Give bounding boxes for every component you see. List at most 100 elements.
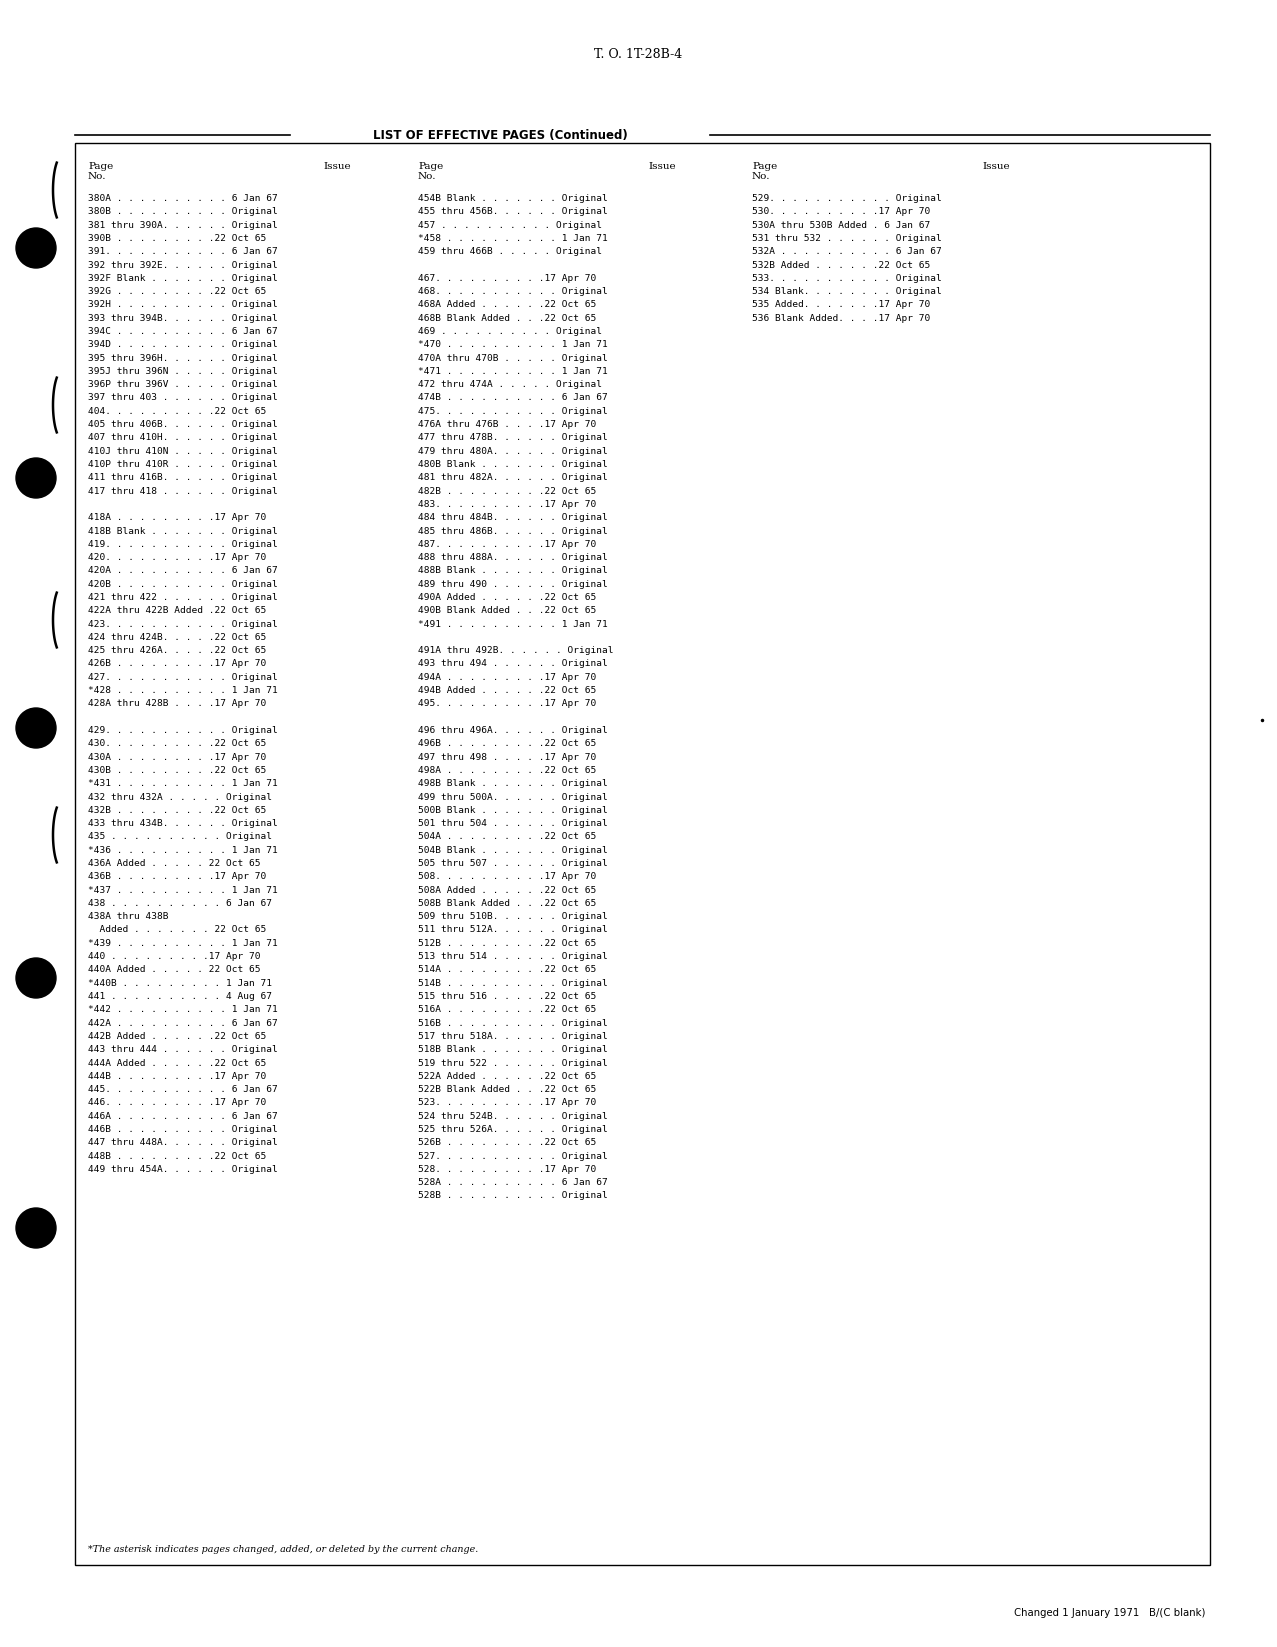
- Text: 535 Added. . . . . . .17 Apr 70: 535 Added. . . . . . .17 Apr 70: [752, 300, 930, 310]
- Text: 421 thru 422 . . . . . . Original: 421 thru 422 . . . . . . Original: [88, 593, 278, 603]
- Text: 418A . . . . . . . . .17 Apr 70: 418A . . . . . . . . .17 Apr 70: [88, 514, 266, 522]
- Text: 488B Blank . . . . . . . Original: 488B Blank . . . . . . . Original: [418, 567, 608, 575]
- Text: 494A . . . . . . . . .17 Apr 70: 494A . . . . . . . . .17 Apr 70: [418, 674, 596, 682]
- Text: 424 thru 424B. . . . .22 Oct 65: 424 thru 424B. . . . .22 Oct 65: [88, 632, 266, 642]
- Text: 498A . . . . . . . . .22 Oct 65: 498A . . . . . . . . .22 Oct 65: [418, 766, 596, 774]
- Text: 392 thru 392E. . . . . . Original: 392 thru 392E. . . . . . Original: [88, 260, 278, 270]
- Text: 428A thru 428B . . . .17 Apr 70: 428A thru 428B . . . .17 Apr 70: [88, 700, 266, 708]
- Text: 395 thru 396H. . . . . . Original: 395 thru 396H. . . . . . Original: [88, 354, 278, 362]
- Text: 418B Blank . . . . . . . Original: 418B Blank . . . . . . . Original: [88, 527, 278, 535]
- Text: 454B Blank . . . . . . . Original: 454B Blank . . . . . . . Original: [418, 194, 608, 203]
- Text: 392F Blank . . . . . . . Original: 392F Blank . . . . . . . Original: [88, 273, 278, 283]
- Text: 480B Blank . . . . . . . Original: 480B Blank . . . . . . . Original: [418, 460, 608, 469]
- Text: 467. . . . . . . . . .17 Apr 70: 467. . . . . . . . . .17 Apr 70: [418, 273, 596, 283]
- Text: *491 . . . . . . . . . . 1 Jan 71: *491 . . . . . . . . . . 1 Jan 71: [418, 619, 608, 629]
- Circle shape: [17, 708, 56, 748]
- Text: 430B . . . . . . . . .22 Oct 65: 430B . . . . . . . . .22 Oct 65: [88, 766, 266, 774]
- Text: Page
No.: Page No.: [88, 161, 114, 181]
- Text: 459 thru 466B . . . . . Original: 459 thru 466B . . . . . Original: [418, 247, 601, 257]
- Circle shape: [17, 1207, 56, 1248]
- Text: 508. . . . . . . . . .17 Apr 70: 508. . . . . . . . . .17 Apr 70: [418, 873, 596, 881]
- Text: 477 thru 478B. . . . . . Original: 477 thru 478B. . . . . . Original: [418, 433, 608, 443]
- Text: 438A thru 438B: 438A thru 438B: [88, 912, 169, 921]
- Text: 526B . . . . . . . . .22 Oct 65: 526B . . . . . . . . .22 Oct 65: [418, 1138, 596, 1148]
- Text: Issue: Issue: [647, 161, 676, 171]
- Text: 516A . . . . . . . . .22 Oct 65: 516A . . . . . . . . .22 Oct 65: [418, 1005, 596, 1015]
- Text: *428 . . . . . . . . . . 1 Jan 71: *428 . . . . . . . . . . 1 Jan 71: [88, 687, 278, 695]
- Text: *439 . . . . . . . . . . 1 Jan 71: *439 . . . . . . . . . . 1 Jan 71: [88, 939, 278, 947]
- Text: *470 . . . . . . . . . . 1 Jan 71: *470 . . . . . . . . . . 1 Jan 71: [418, 341, 608, 349]
- Text: 397 thru 403 . . . . . . Original: 397 thru 403 . . . . . . Original: [88, 394, 278, 402]
- Text: 410P thru 410R . . . . . Original: 410P thru 410R . . . . . Original: [88, 460, 278, 469]
- Text: 395J thru 396N . . . . . Original: 395J thru 396N . . . . . Original: [88, 367, 278, 376]
- Text: Issue: Issue: [323, 161, 351, 171]
- Text: Issue: Issue: [982, 161, 1010, 171]
- Text: 440A Added . . . . . 22 Oct 65: 440A Added . . . . . 22 Oct 65: [88, 965, 261, 975]
- Text: 411 thru 416B. . . . . . Original: 411 thru 416B. . . . . . Original: [88, 473, 278, 483]
- Text: 524 thru 524B. . . . . . Original: 524 thru 524B. . . . . . Original: [418, 1112, 608, 1120]
- Text: 444B . . . . . . . . .17 Apr 70: 444B . . . . . . . . .17 Apr 70: [88, 1072, 266, 1080]
- Circle shape: [17, 959, 56, 998]
- Text: 534 Blank. . . . . . . . Original: 534 Blank. . . . . . . . Original: [752, 287, 941, 296]
- Text: 528. . . . . . . . . .17 Apr 70: 528. . . . . . . . . .17 Apr 70: [418, 1164, 596, 1174]
- Text: 449 thru 454A. . . . . . Original: 449 thru 454A. . . . . . Original: [88, 1164, 278, 1174]
- Text: LIST OF EFFECTIVE PAGES (Continued): LIST OF EFFECTIVE PAGES (Continued): [373, 128, 627, 142]
- Text: 438 . . . . . . . . . . 6 Jan 67: 438 . . . . . . . . . . 6 Jan 67: [88, 899, 272, 907]
- Text: 432 thru 432A . . . . . Original: 432 thru 432A . . . . . Original: [88, 792, 272, 802]
- Text: 508A Added . . . . . .22 Oct 65: 508A Added . . . . . .22 Oct 65: [418, 886, 596, 894]
- Text: 504B Blank . . . . . . . Original: 504B Blank . . . . . . . Original: [418, 845, 608, 855]
- Text: 500B Blank . . . . . . . Original: 500B Blank . . . . . . . Original: [418, 805, 608, 815]
- Text: 504A . . . . . . . . .22 Oct 65: 504A . . . . . . . . .22 Oct 65: [418, 832, 596, 842]
- Text: 422A thru 422B Added .22 Oct 65: 422A thru 422B Added .22 Oct 65: [88, 606, 266, 616]
- Text: 381 thru 390A. . . . . . Original: 381 thru 390A. . . . . . Original: [88, 221, 278, 229]
- Text: 522B Blank Added . . .22 Oct 65: 522B Blank Added . . .22 Oct 65: [418, 1085, 596, 1094]
- Text: 457 . . . . . . . . . . Original: 457 . . . . . . . . . . Original: [418, 221, 601, 229]
- Text: 468A Added . . . . . .22 Oct 65: 468A Added . . . . . .22 Oct 65: [418, 300, 596, 310]
- Text: 530A thru 530B Added . 6 Jan 67: 530A thru 530B Added . 6 Jan 67: [752, 221, 930, 229]
- Bar: [75, 143, 1211, 1565]
- Text: Page
No.: Page No.: [418, 161, 443, 181]
- Text: 417 thru 418 . . . . . . Original: 417 thru 418 . . . . . . Original: [88, 486, 278, 496]
- Text: 531 thru 532 . . . . . . Original: 531 thru 532 . . . . . . Original: [752, 234, 941, 242]
- Text: 396P thru 396V . . . . . Original: 396P thru 396V . . . . . Original: [88, 380, 278, 389]
- Text: 496 thru 496A. . . . . . Original: 496 thru 496A. . . . . . Original: [418, 726, 608, 735]
- Text: 468B Blank Added . . .22 Oct 65: 468B Blank Added . . .22 Oct 65: [418, 313, 596, 323]
- Text: 394C . . . . . . . . . . 6 Jan 67: 394C . . . . . . . . . . 6 Jan 67: [88, 328, 278, 336]
- Text: 527. . . . . . . . . . . Original: 527. . . . . . . . . . . Original: [418, 1151, 608, 1161]
- Text: 487. . . . . . . . . .17 Apr 70: 487. . . . . . . . . .17 Apr 70: [418, 540, 596, 548]
- Text: 427. . . . . . . . . . . Original: 427. . . . . . . . . . . Original: [88, 674, 278, 682]
- Text: Page
No.: Page No.: [752, 161, 778, 181]
- Text: 469 . . . . . . . . . . Original: 469 . . . . . . . . . . Original: [418, 328, 601, 336]
- Text: 505 thru 507 . . . . . . Original: 505 thru 507 . . . . . . Original: [418, 860, 608, 868]
- Text: *458 . . . . . . . . . . 1 Jan 71: *458 . . . . . . . . . . 1 Jan 71: [418, 234, 608, 242]
- Text: Changed 1 January 1971   B/(C blank): Changed 1 January 1971 B/(C blank): [1014, 1607, 1205, 1617]
- Text: 490A Added . . . . . .22 Oct 65: 490A Added . . . . . .22 Oct 65: [418, 593, 596, 603]
- Text: 420A . . . . . . . . . . 6 Jan 67: 420A . . . . . . . . . . 6 Jan 67: [88, 567, 278, 575]
- Text: 514A . . . . . . . . .22 Oct 65: 514A . . . . . . . . .22 Oct 65: [418, 965, 596, 975]
- Text: 476A thru 476B . . . .17 Apr 70: 476A thru 476B . . . .17 Apr 70: [418, 420, 596, 430]
- Text: 515 thru 516 . . . . .22 Oct 65: 515 thru 516 . . . . .22 Oct 65: [418, 991, 596, 1001]
- Text: 498B Blank . . . . . . . Original: 498B Blank . . . . . . . Original: [418, 779, 608, 789]
- Text: *The asterisk indicates pages changed, added, or deleted by the current change.: *The asterisk indicates pages changed, a…: [88, 1545, 479, 1555]
- Text: 528A . . . . . . . . . . 6 Jan 67: 528A . . . . . . . . . . 6 Jan 67: [418, 1178, 608, 1187]
- Text: 481 thru 482A. . . . . . Original: 481 thru 482A. . . . . . Original: [418, 473, 608, 483]
- Text: 443 thru 444 . . . . . . Original: 443 thru 444 . . . . . . Original: [88, 1046, 278, 1054]
- Text: 536 Blank Added. . . .17 Apr 70: 536 Blank Added. . . .17 Apr 70: [752, 313, 930, 323]
- Text: 517 thru 518A. . . . . . Original: 517 thru 518A. . . . . . Original: [418, 1033, 608, 1041]
- Text: 488 thru 488A. . . . . . Original: 488 thru 488A. . . . . . Original: [418, 553, 608, 562]
- Text: 532A . . . . . . . . . . 6 Jan 67: 532A . . . . . . . . . . 6 Jan 67: [752, 247, 941, 257]
- Text: 426B . . . . . . . . .17 Apr 70: 426B . . . . . . . . .17 Apr 70: [88, 659, 266, 669]
- Text: 430A . . . . . . . . .17 Apr 70: 430A . . . . . . . . .17 Apr 70: [88, 753, 266, 761]
- Text: *436 . . . . . . . . . . 1 Jan 71: *436 . . . . . . . . . . 1 Jan 71: [88, 845, 278, 855]
- Text: *442 . . . . . . . . . . 1 Jan 71: *442 . . . . . . . . . . 1 Jan 71: [88, 1005, 278, 1015]
- Text: 470A thru 470B . . . . . Original: 470A thru 470B . . . . . Original: [418, 354, 608, 362]
- Text: 430. . . . . . . . . .22 Oct 65: 430. . . . . . . . . .22 Oct 65: [88, 740, 266, 748]
- Text: 420. . . . . . . . . .17 Apr 70: 420. . . . . . . . . .17 Apr 70: [88, 553, 266, 562]
- Text: 442A . . . . . . . . . . 6 Jan 67: 442A . . . . . . . . . . 6 Jan 67: [88, 1018, 278, 1028]
- Text: 485 thru 486B. . . . . . Original: 485 thru 486B. . . . . . Original: [418, 527, 608, 535]
- Text: 441 . . . . . . . . . . 4 Aug 67: 441 . . . . . . . . . . 4 Aug 67: [88, 991, 272, 1001]
- Text: 509 thru 510B. . . . . . Original: 509 thru 510B. . . . . . Original: [418, 912, 608, 921]
- Text: 496B . . . . . . . . .22 Oct 65: 496B . . . . . . . . .22 Oct 65: [418, 740, 596, 748]
- Text: 497 thru 498 . . . . .17 Apr 70: 497 thru 498 . . . . .17 Apr 70: [418, 753, 596, 761]
- Text: 508B Blank Added . . .22 Oct 65: 508B Blank Added . . .22 Oct 65: [418, 899, 596, 907]
